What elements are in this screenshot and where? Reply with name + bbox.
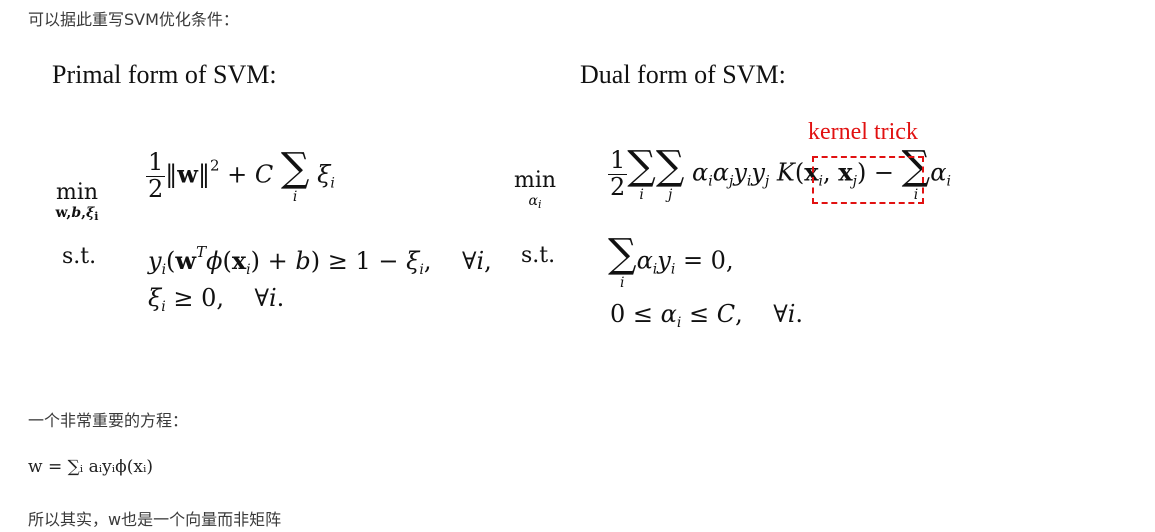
dual-constraint-1: ∑ i αiyi = 0, xyxy=(608,231,734,291)
primal-min-subscript: w,b,ξi xyxy=(55,205,99,223)
w-formula: w = ∑ᵢ aᵢyᵢϕ(xᵢ) xyxy=(28,457,154,477)
kernel-trick-box xyxy=(812,156,924,204)
primal-st-label: s.t. xyxy=(62,244,97,269)
primal-heading: Primal form of SVM: xyxy=(52,60,277,89)
dual-st-label: s.t. xyxy=(521,243,556,268)
dual-min-subscript: αi xyxy=(528,193,542,211)
primal-constraint-2: ξi ≥ 0, ∀i. xyxy=(148,284,285,315)
primal-min-label: min xyxy=(55,180,99,205)
dual-min-operator: min αi xyxy=(508,168,562,211)
dual-constraint-2: 0 ≤ αi ≤ C, ∀i. xyxy=(610,300,804,331)
dual-objective: 1 2 ∑ i ∑ j αiαjyiyj K(xi, xj) − ∑ i αi xyxy=(608,143,951,203)
important-equation-text: 一个非常重要的方程： xyxy=(28,411,189,430)
dual-heading: Dual form of SVM: xyxy=(580,60,786,89)
primal-objective: 1 2 ‖w‖2 + C ∑ i ξi xyxy=(146,145,335,205)
primal-constraint-1: yi(wTϕ(xi) + b) ≥ 1 − ξi, ∀i, xyxy=(148,243,492,278)
kernel-trick-label: kernel trick xyxy=(808,119,918,145)
dual-min-label: min xyxy=(513,168,557,193)
primal-min-operator: min w,b,ξi xyxy=(44,180,110,223)
conclusion-text: 所以其实，w也是一个向量而非矩阵 xyxy=(28,510,282,529)
intro-text: 可以据此重写SVM优化条件： xyxy=(28,10,239,29)
